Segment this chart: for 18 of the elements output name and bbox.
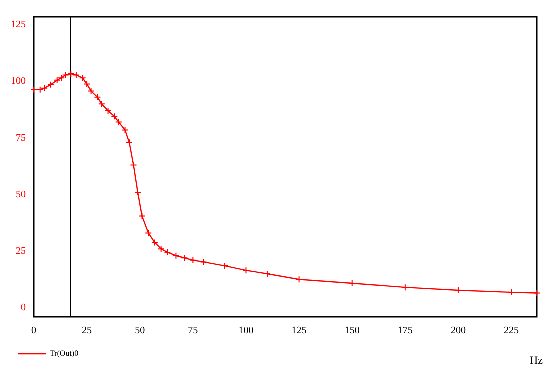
x-tick-label: 200 bbox=[450, 326, 466, 337]
x-tick-label: 100 bbox=[238, 326, 254, 337]
x-tick-label: 0 bbox=[32, 326, 36, 337]
legend-label: Tr(Out)0 bbox=[50, 349, 79, 358]
y-tick-label: 25 bbox=[16, 246, 26, 257]
y-tick-label: 0 bbox=[21, 302, 26, 314]
x-axis-title: Hz bbox=[530, 354, 544, 367]
x-tick-label: 225 bbox=[504, 326, 520, 337]
x-tick-label: 125 bbox=[292, 326, 307, 337]
x-tick-label: 75 bbox=[188, 326, 198, 337]
x-tick-label: 175 bbox=[398, 326, 413, 337]
y-tick-label: 75 bbox=[16, 132, 26, 144]
x-tick-label: 50 bbox=[135, 326, 146, 337]
y-tick-label: 50 bbox=[16, 189, 26, 200]
y-tick-label: 100 bbox=[11, 76, 26, 88]
x-tick-label: 25 bbox=[82, 326, 92, 337]
y-tick-label: 125 bbox=[11, 20, 26, 31]
x-tick-label: 150 bbox=[344, 326, 360, 337]
